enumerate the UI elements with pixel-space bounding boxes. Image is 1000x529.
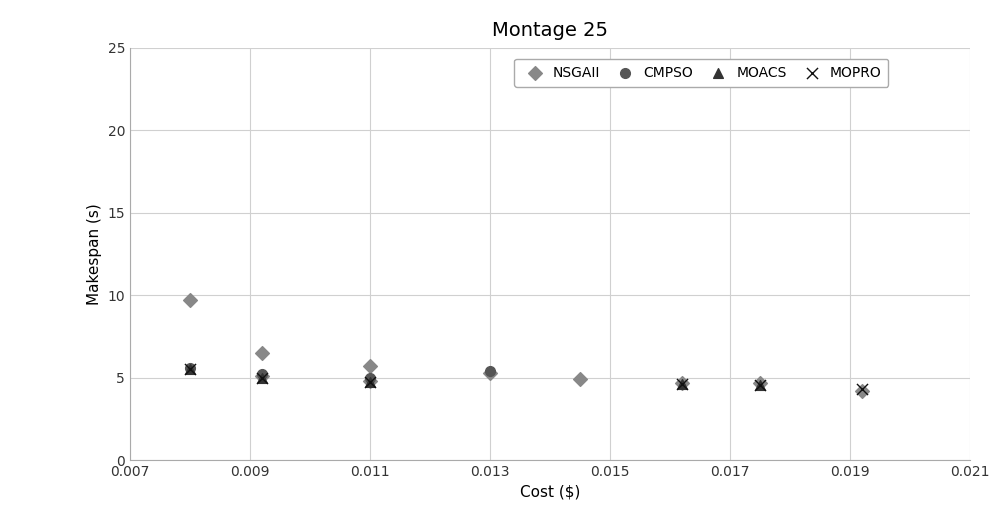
Legend: NSGAII, CMPSO, MOACS, MOPRO: NSGAII, CMPSO, MOACS, MOPRO	[514, 59, 888, 87]
MOACS	[752, 381, 768, 389]
NSGAII	[362, 362, 378, 370]
MOACS	[362, 378, 378, 386]
CMPSO	[362, 373, 378, 382]
CMPSO	[482, 367, 498, 376]
NSGAII	[254, 372, 270, 380]
MOPRO	[854, 385, 870, 394]
MOPRO	[254, 373, 270, 382]
CMPSO	[254, 370, 270, 379]
MOACS	[182, 365, 198, 373]
X-axis label: Cost ($): Cost ($)	[520, 485, 580, 500]
Title: Montage 25: Montage 25	[492, 22, 608, 41]
MOPRO	[752, 381, 768, 389]
Y-axis label: Makespan (s): Makespan (s)	[87, 203, 102, 305]
MOPRO	[362, 378, 378, 386]
NSGAII	[854, 387, 870, 395]
MOPRO	[674, 380, 690, 388]
MOACS	[674, 380, 690, 388]
NSGAII	[752, 379, 768, 388]
MOACS	[254, 373, 270, 382]
NSGAII	[572, 375, 588, 383]
NSGAII	[482, 369, 498, 377]
NSGAII	[254, 349, 270, 357]
NSGAII	[182, 296, 198, 304]
NSGAII	[674, 378, 690, 387]
MOPRO	[182, 365, 198, 373]
CMPSO	[182, 363, 198, 372]
NSGAII	[362, 377, 378, 385]
